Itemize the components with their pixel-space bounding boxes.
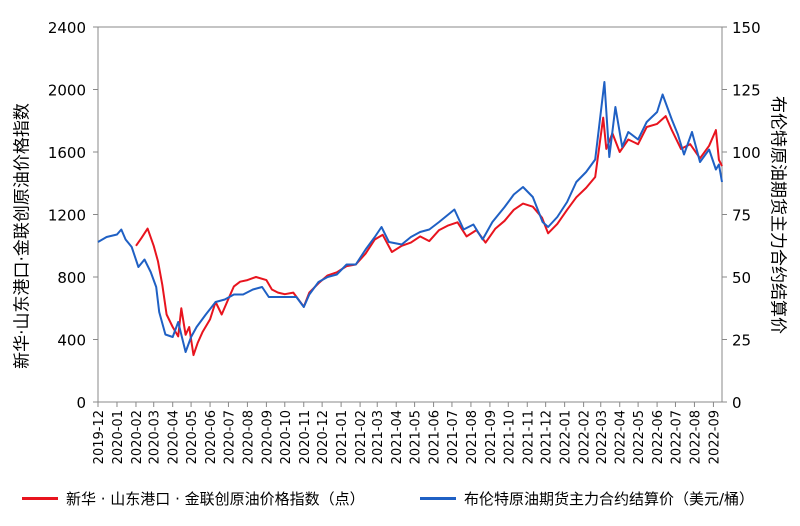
x-tick-label: 2021-10: [502, 410, 517, 464]
right-axis-title: 布伦特原油期货主力合约结算价: [767, 96, 788, 334]
legend-swatch-blue: [420, 496, 456, 500]
left-tick-label: 0: [76, 394, 86, 412]
x-tick-label: 2020-09: [260, 410, 275, 464]
plot-area: 0 400 800 1200 1600 2000 2400 0 25 50 75 100 125 150…: [48, 19, 761, 464]
x-tick-label: 2020-11: [298, 410, 313, 464]
right-tick-label: 25: [732, 332, 751, 350]
right-tick-label: 100: [732, 144, 761, 162]
legend-label-brent: 布伦特原油期货主力合约结算价（美元/桶）: [464, 489, 755, 508]
right-tick-label: 50: [732, 269, 751, 287]
x-tick-label: 2022-02: [578, 410, 593, 464]
right-y-axis-ticks: 0 25 50 75 100 125 150: [722, 19, 761, 412]
x-tick-label: 2021-04: [390, 410, 405, 464]
x-axis-ticks: 2019-12 2020-01 2020-02 2020-03 2020-04 2020-…: [92, 402, 722, 464]
x-tick-label: 2020-08: [241, 410, 256, 464]
x-tick-label: 2020-06: [204, 410, 219, 464]
x-tick-label: 2021-03: [371, 410, 386, 464]
x-tick-label: 2022-03: [595, 410, 610, 464]
left-tick-label: 1600: [48, 144, 86, 162]
x-tick-label: 2020-04: [167, 410, 182, 464]
legend-item-index: 新华 · 山东港口 · 金联创原油价格指数（点）: [22, 486, 365, 510]
left-tick-label: 2000: [48, 82, 86, 100]
left-tick-label: 1200: [48, 207, 86, 225]
x-tick-label: 2022-01: [559, 410, 574, 464]
x-tick-label: 2019-12: [92, 410, 107, 464]
x-tick-label: 2020-02: [130, 410, 145, 464]
x-tick-label: 2022-08: [688, 410, 703, 464]
x-tick-label: 2021-05: [409, 410, 424, 464]
x-tick-label: 2021-01: [335, 410, 350, 464]
x-tick-label: 2020-05: [185, 410, 200, 464]
left-y-axis-ticks: 0 400 800 1200 1600 2000 2400: [48, 19, 98, 412]
x-tick-label: 2022-07: [669, 410, 684, 464]
x-tick-label: 2021-02: [354, 410, 369, 464]
right-tick-label: 125: [732, 82, 761, 100]
x-tick-label: 2022-06: [651, 410, 666, 464]
left-axis-title: 新华·山东港口·金联创原油价格指数: [12, 103, 33, 369]
x-tick-label: 2020-12: [316, 410, 331, 464]
left-tick-label: 2400: [48, 19, 86, 37]
x-tick-label: 2021-11: [521, 410, 536, 464]
x-tick-label: 2020-10: [279, 410, 294, 464]
right-tick-label: 150: [732, 19, 761, 37]
x-tick-label: 2021-06: [428, 410, 443, 464]
left-tick-label: 800: [57, 269, 86, 287]
x-tick-label: 2022-09: [707, 410, 722, 464]
x-tick-label: 2022-05: [632, 410, 647, 464]
right-tick-label: 0: [732, 394, 742, 412]
right-tick-label: 75: [732, 207, 751, 225]
x-tick-label: 2020-01: [111, 410, 126, 464]
x-tick-label: 2020-07: [222, 410, 237, 464]
series-line-index: [135, 115, 723, 357]
x-tick-label: 2020-03: [148, 410, 163, 464]
x-tick-label: 2021-08: [465, 410, 480, 464]
legend-item-brent: 布伦特原油期货主力合约结算价（美元/桶）: [420, 486, 754, 510]
legend: 新华 · 山东港口 · 金联创原油价格指数（点） 布伦特原油期货主力合约结算价（…: [0, 486, 800, 516]
legend-swatch-red: [22, 496, 58, 500]
x-tick-label: 2021-07: [446, 410, 461, 464]
left-tick-label: 400: [57, 332, 86, 350]
x-tick-label: 2021-09: [484, 410, 499, 464]
series-layer: [97, 81, 723, 357]
x-tick-label: 2021-12: [540, 410, 555, 464]
x-tick-label: 2022-04: [614, 410, 629, 464]
legend-label-index: 新华 · 山东港口 · 金联创原油价格指数（点）: [66, 489, 365, 508]
series-line-brent: [97, 81, 723, 353]
